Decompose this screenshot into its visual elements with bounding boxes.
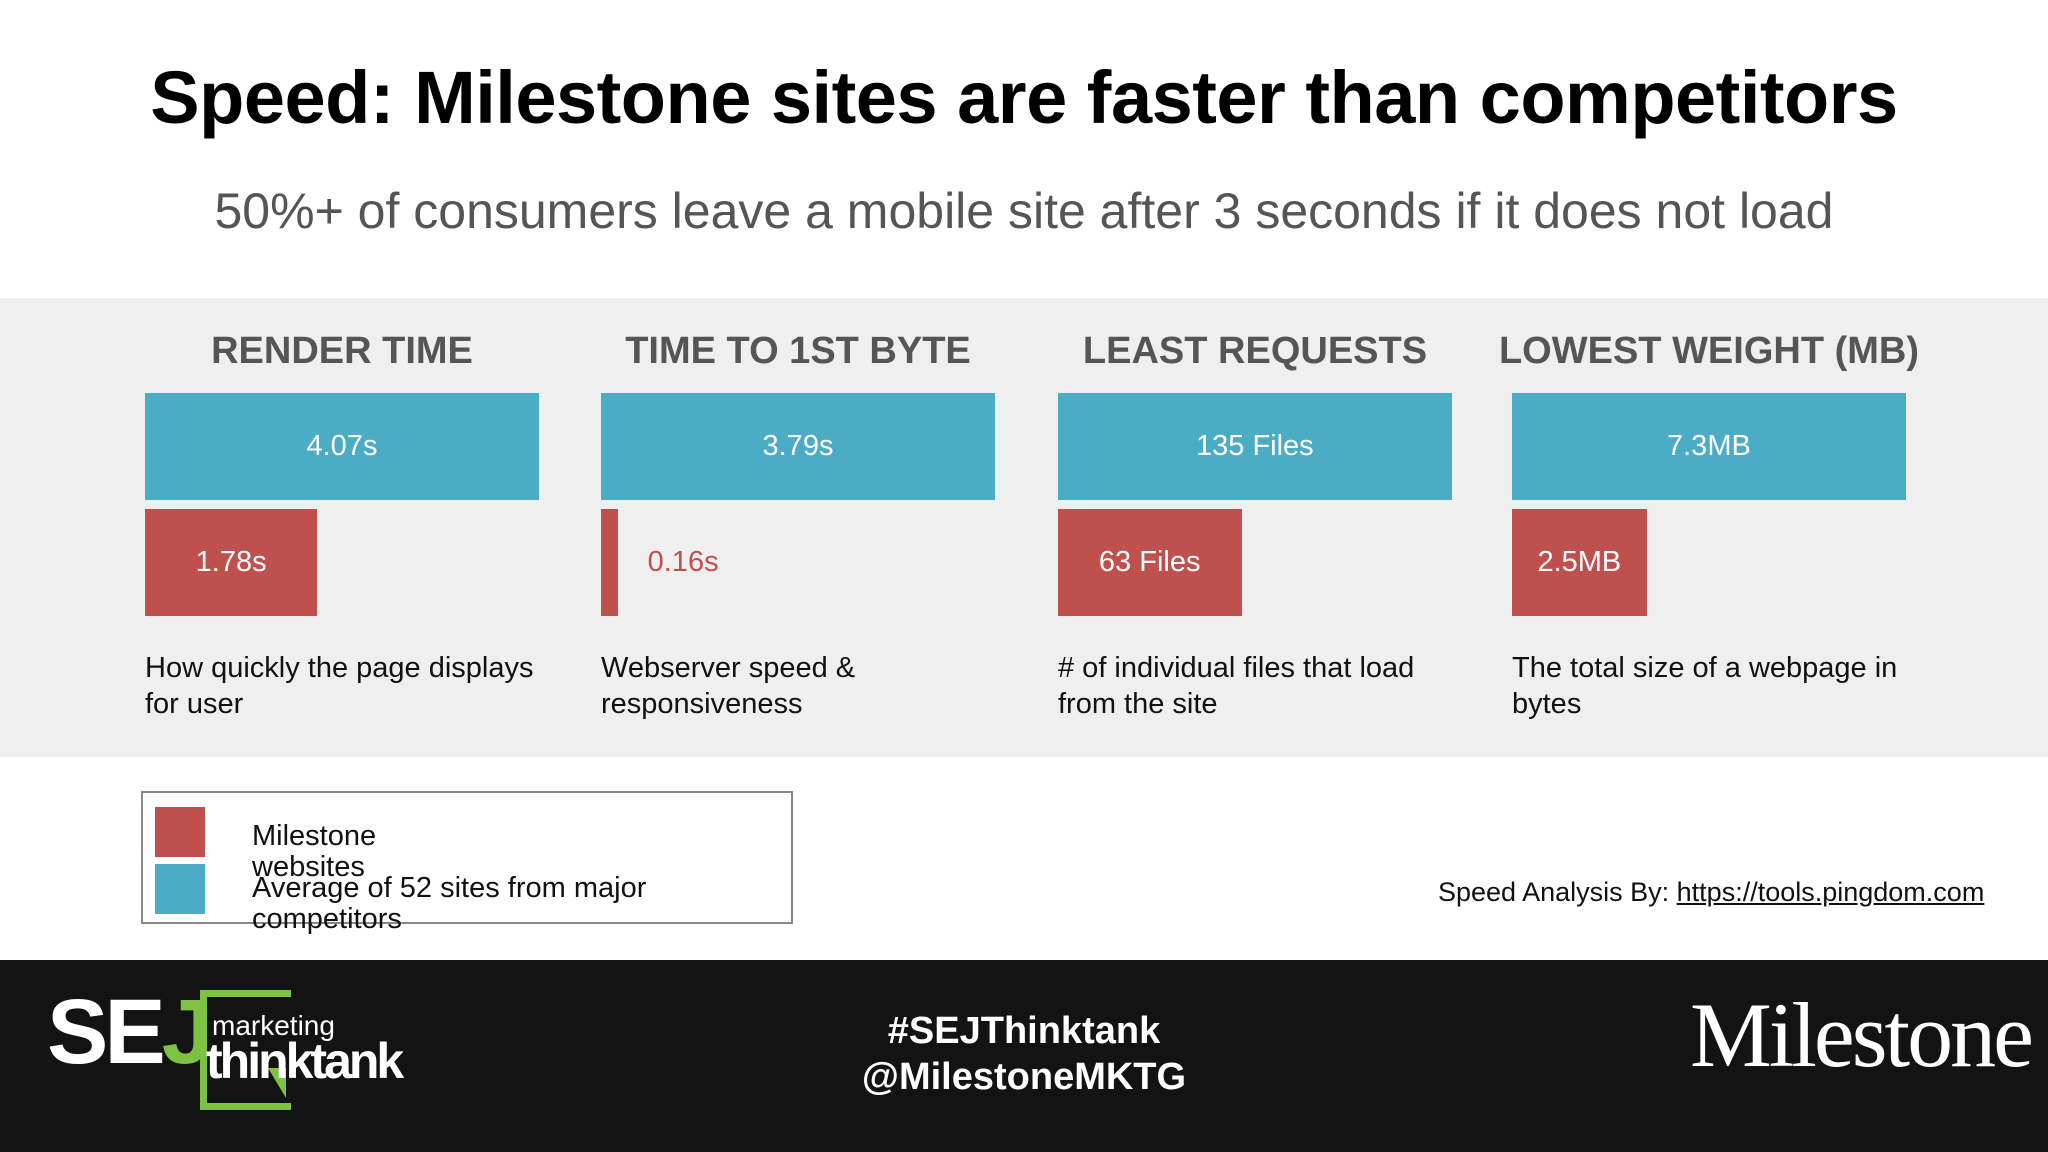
chart-description: Webserver speed & responsiveness <box>601 652 856 720</box>
handle: @MilestoneMKTG <box>861 1056 1187 1098</box>
logo-tail <box>268 1068 286 1098</box>
milestone-logo: Milestone <box>1690 984 2034 1086</box>
bar-value-label: 4.07s <box>306 430 378 462</box>
bar <box>1512 393 1906 500</box>
bar-value-label: 2.5MB <box>1537 546 1622 578</box>
slide-title: Speed: Milestone sites are faster than c… <box>150 56 1898 139</box>
legend-swatch <box>155 807 205 857</box>
bar <box>1058 509 1242 616</box>
hashtag: #SEJThinktank <box>887 1010 1161 1052</box>
chart-title: RENDER TIME <box>211 330 473 372</box>
chart-title: LOWEST WEIGHT (MB) <box>1498 330 1920 372</box>
bar-value-label: 3.79s <box>762 430 834 462</box>
logo-line2: thinktank <box>206 1033 404 1089</box>
bar <box>601 509 618 616</box>
footer: SEJ marketing thinktank #SEJThinktank @M… <box>0 960 2048 1152</box>
logo-bracket <box>200 990 291 1110</box>
source-label: Speed Analysis By: <box>1438 877 1670 907</box>
chart-title: LEAST REQUESTS <box>1082 330 1428 372</box>
source-note: Speed Analysis By: https://tools.pingdom… <box>1438 877 1984 908</box>
legend-label: Average of 52 sites from major competito… <box>252 872 647 935</box>
chart-title: TIME TO 1ST BYTE <box>625 330 971 372</box>
bar <box>145 393 539 500</box>
slide-subtitle: 50%+ of consumers leave a mobile site af… <box>214 183 1834 239</box>
sej-logo: SEJ <box>47 980 213 1085</box>
sej-letters: SE <box>47 981 166 1083</box>
bar-value-label: 135 Files <box>1196 430 1314 462</box>
legend: Milestone websites Average of 52 sites fr… <box>141 791 793 935</box>
bar <box>601 393 995 500</box>
source-link[interactable]: https://tools.pingdom.com <box>1676 877 1985 907</box>
chart-description: How quickly the page displays for user <box>145 652 534 720</box>
bar <box>1512 509 1647 616</box>
legend-label: Milestone websites <box>252 820 377 883</box>
bar <box>145 509 318 616</box>
chart-description: # of individual files that load from the… <box>1058 652 1415 720</box>
bar-value-label: 0.16s <box>647 546 719 578</box>
bar-value-label: 63 Files <box>1098 546 1201 578</box>
logo-line1: marketing <box>212 1010 335 1041</box>
chart-band <box>0 298 2048 757</box>
chart-description: The total size of a webpage in bytes <box>1512 652 1898 720</box>
bar <box>1058 393 1452 500</box>
bar-value-label: 1.78s <box>195 546 267 578</box>
legend-swatch <box>155 864 205 914</box>
bar-value-label: 7.3MB <box>1667 430 1751 462</box>
